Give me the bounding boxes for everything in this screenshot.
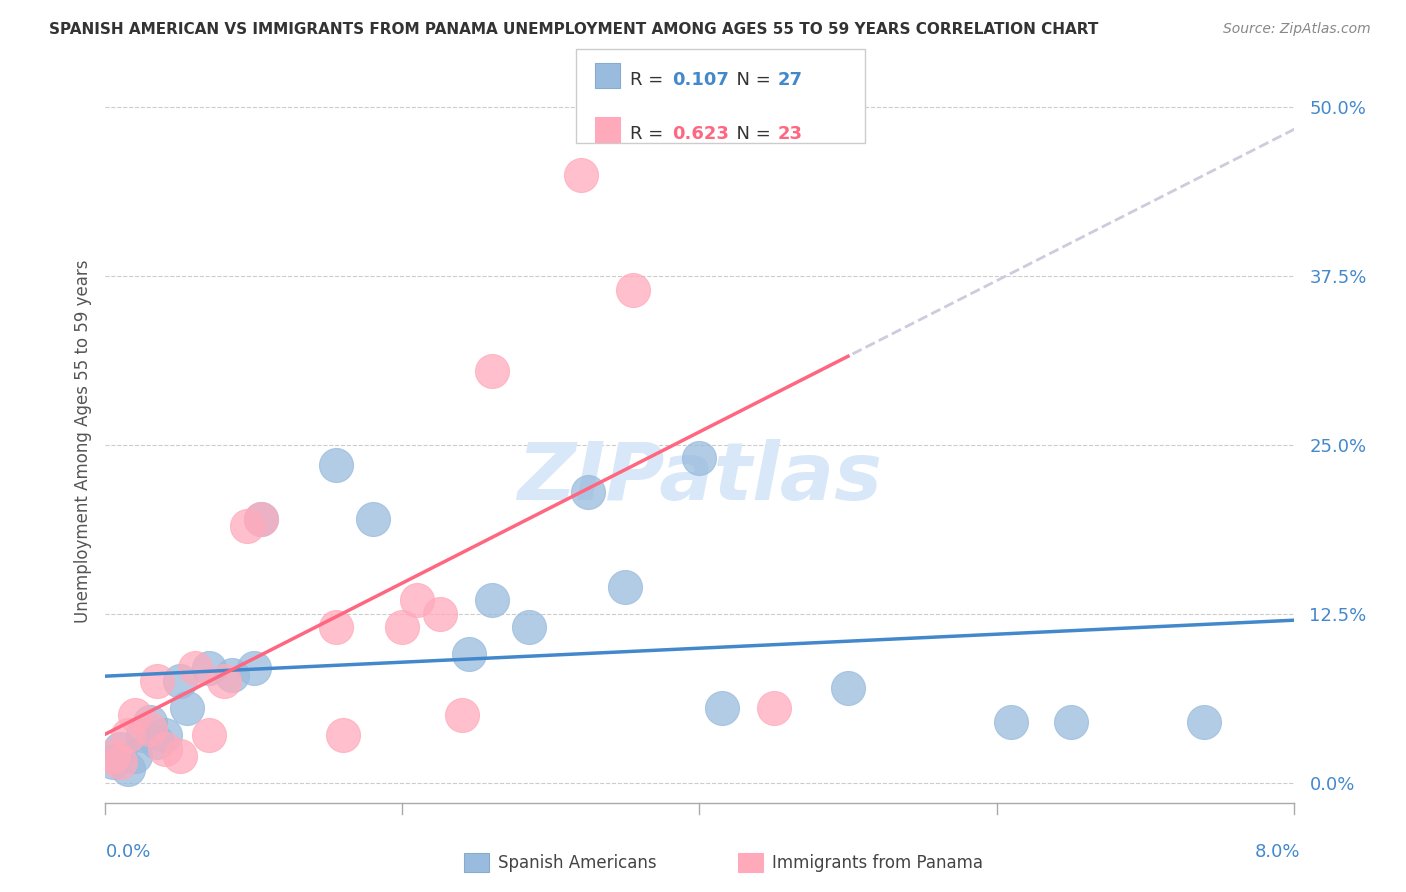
Point <box>101 748 124 763</box>
Point <box>576 485 599 500</box>
Text: Immigrants from Panama: Immigrants from Panama <box>772 854 983 871</box>
Point <box>325 620 347 634</box>
Point <box>361 512 384 526</box>
Point <box>169 748 191 763</box>
Point <box>325 458 347 472</box>
Point <box>124 748 146 763</box>
Point <box>169 674 191 689</box>
Point <box>214 674 236 689</box>
Text: SPANISH AMERICAN VS IMMIGRANTS FROM PANAMA UNEMPLOYMENT AMONG AGES 55 TO 59 YEAR: SPANISH AMERICAN VS IMMIGRANTS FROM PANA… <box>49 22 1098 37</box>
Text: 8.0%: 8.0% <box>1256 843 1301 861</box>
Point <box>406 593 429 607</box>
Point <box>198 728 221 742</box>
Text: N =: N = <box>725 71 778 89</box>
Point <box>481 364 503 378</box>
Point <box>837 681 859 695</box>
Point <box>450 708 472 723</box>
Point <box>250 512 273 526</box>
Point <box>235 519 257 533</box>
Point <box>250 512 273 526</box>
Text: 0.623: 0.623 <box>672 125 728 143</box>
Point <box>710 701 733 715</box>
Point <box>117 762 139 776</box>
Point <box>481 593 503 607</box>
Point <box>621 283 644 297</box>
Point <box>146 674 169 689</box>
Text: ZIPatlas: ZIPatlas <box>517 439 882 516</box>
Text: R =: R = <box>630 71 669 89</box>
Point <box>243 661 266 675</box>
Point <box>198 661 221 675</box>
Point <box>332 728 354 742</box>
Point <box>117 728 139 742</box>
Point <box>614 580 637 594</box>
Text: Spanish Americans: Spanish Americans <box>498 854 657 871</box>
Text: N =: N = <box>725 125 778 143</box>
Point <box>391 620 413 634</box>
Point <box>517 620 540 634</box>
Point <box>139 722 162 736</box>
Point <box>153 741 176 756</box>
Point <box>221 667 243 681</box>
Text: R =: R = <box>630 125 669 143</box>
Point <box>1060 714 1083 729</box>
Text: 0.0%: 0.0% <box>105 843 150 861</box>
Point <box>153 728 176 742</box>
Y-axis label: Unemployment Among Ages 55 to 59 years: Unemployment Among Ages 55 to 59 years <box>73 260 91 624</box>
Point <box>458 647 481 661</box>
Point <box>762 701 785 715</box>
Point <box>131 728 153 742</box>
Point <box>183 661 205 675</box>
Point <box>429 607 451 621</box>
Point <box>176 701 198 715</box>
Point <box>569 168 592 182</box>
Text: 0.107: 0.107 <box>672 71 728 89</box>
Point <box>689 451 711 466</box>
Point <box>139 714 162 729</box>
Text: 27: 27 <box>778 71 803 89</box>
Point <box>1194 714 1216 729</box>
Point <box>110 756 132 770</box>
Point <box>110 741 132 756</box>
Point <box>101 756 124 770</box>
Text: 23: 23 <box>778 125 803 143</box>
Point <box>146 735 169 749</box>
Text: Source: ZipAtlas.com: Source: ZipAtlas.com <box>1223 22 1371 37</box>
Point <box>124 708 146 723</box>
Point <box>1000 714 1022 729</box>
